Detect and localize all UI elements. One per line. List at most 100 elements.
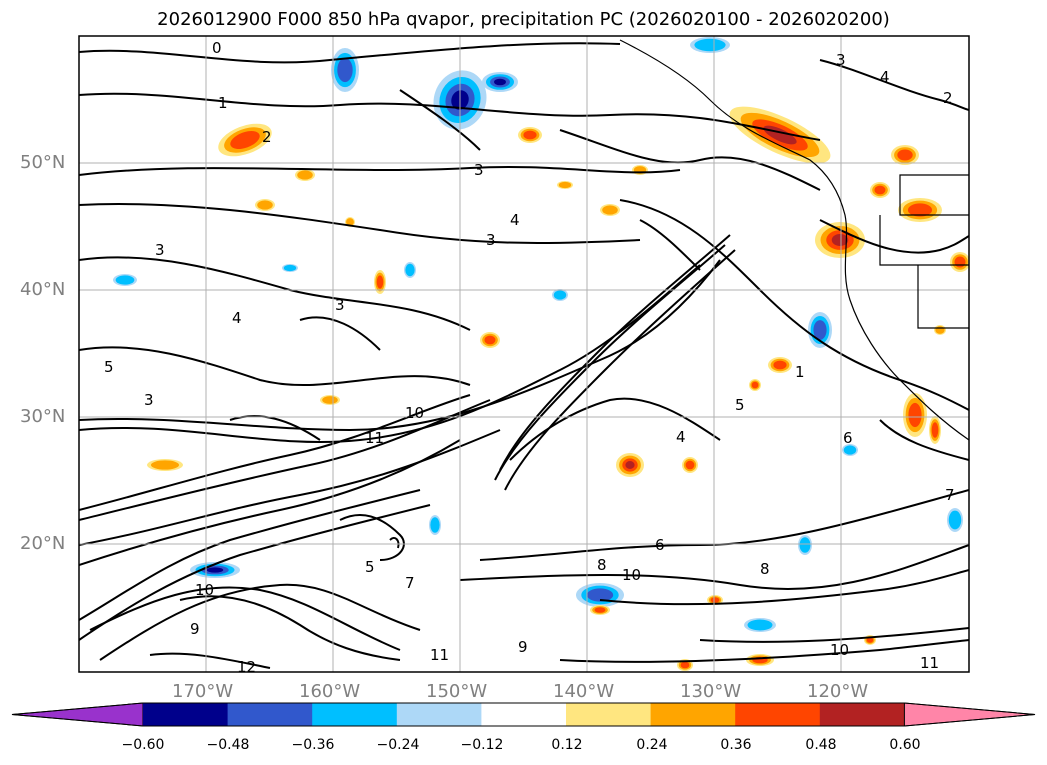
precip-patch: [518, 127, 542, 143]
contour-label: 5: [365, 558, 375, 576]
precip-patch: [404, 262, 416, 278]
contour-label: 8: [760, 560, 770, 578]
precip-patch: [218, 123, 272, 157]
contour-label: 1: [218, 94, 228, 112]
lon-label-130w: 130°W: [680, 681, 742, 702]
precip-patch: [808, 312, 832, 348]
colorbar-segment: [227, 703, 313, 726]
contour-label: 5: [735, 396, 745, 414]
lon-label-120w: 120°W: [807, 681, 869, 702]
precip-patch: [190, 562, 240, 578]
precip-patch: [744, 618, 776, 632]
colorbar-tick: 0.36: [720, 737, 752, 753]
lat-label-50n: 50°N: [20, 152, 66, 173]
precip-patch: [552, 289, 568, 301]
contour-label: 10: [405, 404, 424, 422]
colorbar-segment: [650, 703, 736, 726]
colorbar-segment: [735, 703, 821, 726]
contour-label: 3: [155, 241, 165, 259]
contour-label: 5: [104, 358, 114, 376]
lat-label-40n: 40°N: [20, 279, 66, 300]
colorbar-tick: 0.48: [805, 737, 837, 753]
contour-label: 3: [474, 161, 484, 179]
lon-label-170w: 170°W: [172, 681, 234, 702]
precip-patch: [903, 393, 927, 437]
contour-label: 2: [262, 128, 272, 146]
colorbar-tick: 0.24: [636, 737, 668, 753]
contour-label: 4: [676, 428, 686, 446]
lon-label-140w: 140°W: [553, 681, 615, 702]
precip-patch: [282, 264, 298, 272]
precip-patch: [891, 145, 919, 165]
contour-label: 12: [237, 658, 256, 676]
contour-label: 4: [232, 309, 242, 327]
contour-label: 6: [655, 536, 665, 554]
colorbar-tick: −0.60: [121, 737, 165, 753]
contour-label: 0: [212, 39, 222, 57]
precip-patch: [295, 169, 315, 181]
contour-label: 10: [830, 641, 849, 659]
map-frame: [78, 35, 970, 673]
precip-patch: [255, 199, 275, 211]
precip-patch: [798, 535, 812, 555]
precip-patch: [870, 182, 890, 198]
precip-patch: [934, 325, 946, 335]
coastline: [619, 39, 969, 441]
contour-label: 11: [365, 429, 384, 447]
lon-label-150w: 150°W: [426, 681, 488, 702]
colorbar-tick: 0.60: [889, 737, 921, 753]
contour-label: 7: [405, 574, 415, 592]
precip-patch: [590, 605, 610, 615]
contour-label: 4: [880, 68, 890, 86]
contour-label: 3: [144, 391, 154, 409]
precip-patch: [113, 274, 137, 286]
precip-patch: [749, 379, 761, 391]
precip-patch: [768, 357, 792, 373]
contour-label: 7: [945, 486, 955, 504]
colorbar-outline: [11, 702, 1036, 727]
contour-label: 3: [836, 51, 846, 69]
contour-label: 3: [335, 296, 345, 314]
precip-patch: [632, 165, 648, 175]
colorbar-segment: [566, 703, 652, 726]
contour-label: 6: [843, 429, 853, 447]
contour-label: 11: [430, 646, 449, 664]
precip-patch: [898, 198, 942, 222]
colorbar-segment: [143, 703, 229, 726]
precip-patch: [374, 270, 386, 294]
precip-patch: [320, 395, 340, 405]
precip-patch: [429, 515, 441, 535]
precip-patch: [616, 453, 644, 477]
contour-label: 8: [597, 556, 607, 574]
colorbar-extend-high: [903, 702, 1036, 727]
precip-patch: [482, 72, 518, 92]
precip-patch: [950, 252, 969, 272]
gridlines: [79, 36, 969, 672]
colorbar-tick: −0.24: [376, 737, 420, 753]
colorbar-tick: −0.48: [206, 737, 250, 753]
precip-patch: [600, 204, 620, 216]
contour-label: 2: [943, 89, 953, 107]
colorbar-tick: 0.12: [551, 737, 583, 753]
colorbar: [11, 702, 1036, 727]
precip-patch: [707, 595, 723, 605]
contour-label: 9: [190, 620, 200, 638]
precip-patch: [746, 654, 774, 666]
precip-patch: [480, 332, 500, 348]
precip-patch: [682, 457, 698, 473]
contour-labels: 0 1 2 3 3 3 4 3 4 5 3 10 11 4 5 6 7 8 10…: [104, 39, 955, 676]
contour-label: 1: [795, 363, 805, 381]
lon-label-160w: 160°W: [299, 681, 361, 702]
contour-label: 4: [510, 211, 520, 229]
colorbar-segment: [481, 703, 567, 726]
precip-patch: [557, 181, 573, 189]
map-title: 2026012900 F000 850 hPa qvapor, precipit…: [157, 9, 890, 30]
precip-patch: [929, 416, 941, 444]
contour-label: 3: [486, 231, 496, 249]
contour-label: 10: [195, 581, 214, 599]
precip-patch: [815, 222, 865, 258]
precip-patch: [576, 583, 624, 607]
precip-patch: [147, 459, 183, 471]
colorbar-segment: [396, 703, 482, 726]
